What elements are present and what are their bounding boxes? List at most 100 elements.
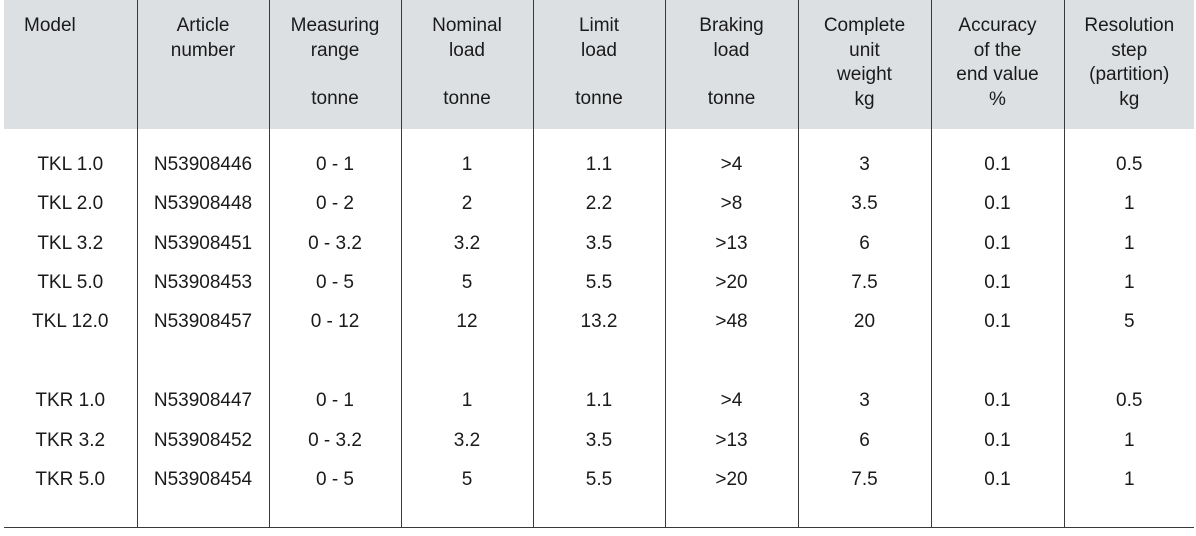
cell-limit: 3.5 [532, 223, 665, 264]
cell-braking: >4 [664, 381, 798, 421]
column-unit: tonne [443, 88, 491, 109]
empty-cell [4, 129, 137, 145]
column-header-line: weight [837, 64, 892, 85]
column-unit: tonne [311, 88, 359, 109]
cell-range: 0 - 3.2 [268, 420, 401, 461]
empty-cell [664, 129, 798, 146]
column-header-line: step [1111, 39, 1148, 61]
column-header-braking: Braking load tonne [664, 0, 798, 129]
table-row: TKR 1.0 N53908447 0 - 1 1 1.1 >4 3 0.1 0.5 [4, 381, 1194, 421]
cell-range: 0 - 1 [268, 145, 401, 185]
cell-range: 0 - 2 [268, 184, 401, 224]
column-header-model: Model [4, 0, 137, 129]
cell-weight: 6 [797, 223, 931, 264]
cell-article: N53908447 [136, 381, 269, 421]
empty-cell [797, 342, 931, 382]
column-header-nominal: Nominal load tonne [400, 0, 533, 129]
cell-limit: 5.5 [532, 263, 665, 303]
empty-cell [4, 499, 137, 528]
cell-resolution: 1 [1063, 263, 1194, 303]
cell-resolution: 1 [1063, 184, 1194, 224]
cell-nominal: 2 [400, 184, 533, 224]
empty-cell [1063, 342, 1194, 382]
cell-resolution: 0.5 [1063, 145, 1194, 185]
cell-range: 0 - 1 [268, 381, 401, 421]
cell-accuracy: 0.1 [930, 420, 1064, 461]
cell-weight: 3 [797, 145, 931, 185]
cell-article: N53908452 [136, 420, 269, 461]
empty-cell [268, 499, 401, 528]
empty-cell [400, 499, 533, 528]
cell-range: 0 - 5 [268, 263, 401, 303]
cell-braking: >13 [664, 420, 798, 461]
empty-cell [268, 342, 401, 382]
tail-row [4, 499, 1194, 528]
column-header-line: Model [24, 15, 76, 36]
cell-braking: >4 [664, 145, 798, 185]
cell-model: TKL 2.0 [37, 193, 104, 215]
cell-weight: 20 [797, 302, 931, 343]
group-gap-row [4, 342, 1194, 382]
cell-article: N53908446 [136, 145, 269, 185]
cell-nominal: 1 [400, 381, 533, 421]
empty-cell [664, 499, 798, 528]
table-row: TKL 2.0 N53908448 0 - 2 2 2.2 >8 3.5 0.1 1 [4, 184, 1194, 224]
cell-accuracy: 0.1 [930, 302, 1064, 343]
column-header-line: load [713, 39, 750, 61]
column-header-line: unit [849, 39, 880, 61]
cell-article: N53908457 [136, 302, 269, 343]
cell-resolution: 1 [1063, 420, 1194, 461]
cell-limit: 1.1 [532, 145, 665, 185]
table-row: TKL 1.0 N53908446 0 - 1 1 1.1 >4 3 0.1 0.5 [4, 145, 1194, 185]
empty-cell [797, 499, 931, 528]
cell-accuracy: 0.1 [930, 381, 1064, 421]
column-unit: kg [1119, 88, 1140, 110]
cell-resolution: 1 [1063, 223, 1194, 264]
column-header-line: Article [176, 15, 230, 36]
cell-limit: 13.2 [532, 302, 665, 343]
column-unit: tonne [707, 88, 756, 109]
column-header-line: of the [973, 39, 1022, 61]
table-row: TKL 3.2 N53908451 0 - 3.2 3.2 3.5 >13 6 0.1 1 [4, 223, 1194, 264]
empty-cell [930, 129, 1064, 146]
cell-article: N53908454 [136, 460, 269, 500]
cell-range: 0 - 5 [268, 460, 401, 500]
cell-weight: 7.5 [797, 263, 931, 303]
empty-cell [797, 129, 931, 146]
empty-cell [400, 129, 533, 146]
cell-resolution: 1 [1063, 460, 1194, 500]
cell-model: TKR 5.0 [35, 468, 106, 490]
column-header-line: range [310, 39, 360, 61]
cell-braking: >13 [664, 223, 798, 264]
cell-nominal: 3.2 [400, 223, 533, 264]
cell-limit: 2.2 [532, 184, 665, 224]
cell-model: TKL 12.0 [32, 311, 109, 333]
column-header-line: load [581, 39, 617, 61]
cell-weight: 6 [797, 420, 931, 461]
cell-weight: 7.5 [797, 460, 931, 500]
cell-accuracy: 0.1 [930, 145, 1064, 185]
empty-cell [664, 342, 798, 382]
column-header-line: Braking [699, 15, 764, 36]
cell-accuracy: 0.1 [930, 184, 1064, 224]
column-header-line: Nominal [432, 15, 502, 36]
column-header-line: Accuracy [958, 15, 1037, 36]
column-header-line: (partition) [1089, 64, 1170, 85]
cell-model: TKL 1.0 [37, 153, 104, 175]
column-unit: % [989, 88, 1006, 110]
column-header-line: end value [956, 64, 1039, 85]
cell-model: TKL 3.2 [37, 232, 104, 254]
empty-cell [1063, 129, 1194, 146]
cell-nominal: 12 [400, 302, 533, 343]
empty-cell [268, 129, 401, 146]
cell-model: TKL 5.0 [37, 272, 104, 294]
table-row: TKR 3.2 N53908452 0 - 3.2 3.2 3.5 >13 6 0.1 1 [4, 420, 1194, 461]
empty-cell [930, 342, 1064, 382]
empty-cell [1063, 499, 1194, 528]
table-row: TKR 5.0 N53908454 0 - 5 5 5.5 >20 7.5 0.1 1 [4, 460, 1194, 500]
empty-cell [136, 129, 269, 146]
empty-cell [532, 499, 665, 528]
spacer-row [4, 129, 1194, 146]
empty-cell [4, 342, 137, 381]
column-header-accuracy: Accuracy of the end value% [930, 0, 1064, 129]
